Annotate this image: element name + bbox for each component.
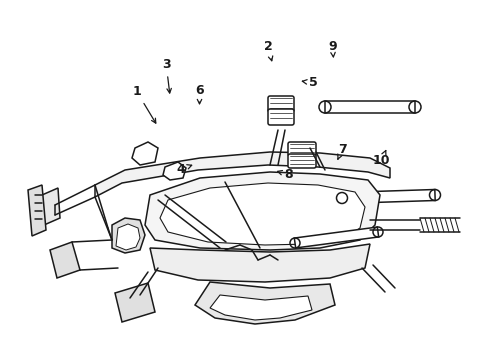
Polygon shape <box>112 218 145 253</box>
Polygon shape <box>209 295 311 320</box>
FancyBboxPatch shape <box>267 109 293 125</box>
Polygon shape <box>195 282 334 324</box>
Polygon shape <box>150 244 369 282</box>
Polygon shape <box>325 101 414 113</box>
Text: 4: 4 <box>176 163 191 176</box>
Polygon shape <box>42 188 60 225</box>
Polygon shape <box>50 242 80 278</box>
Polygon shape <box>115 283 155 322</box>
FancyBboxPatch shape <box>287 154 315 168</box>
Text: 7: 7 <box>337 143 346 159</box>
Polygon shape <box>294 227 378 248</box>
Polygon shape <box>95 152 389 197</box>
Text: 2: 2 <box>263 40 272 61</box>
Polygon shape <box>116 224 140 250</box>
Text: 8: 8 <box>277 168 292 181</box>
Polygon shape <box>341 189 434 203</box>
FancyBboxPatch shape <box>287 142 315 156</box>
Text: 9: 9 <box>327 40 336 57</box>
Text: 6: 6 <box>195 84 203 104</box>
FancyBboxPatch shape <box>267 96 293 112</box>
Text: 1: 1 <box>132 85 156 123</box>
Polygon shape <box>145 172 379 250</box>
Polygon shape <box>28 185 46 236</box>
Text: 3: 3 <box>162 58 171 93</box>
Polygon shape <box>132 142 158 165</box>
Polygon shape <box>163 162 185 180</box>
Polygon shape <box>160 183 364 245</box>
Text: 5: 5 <box>302 76 317 89</box>
Text: 10: 10 <box>372 150 389 167</box>
